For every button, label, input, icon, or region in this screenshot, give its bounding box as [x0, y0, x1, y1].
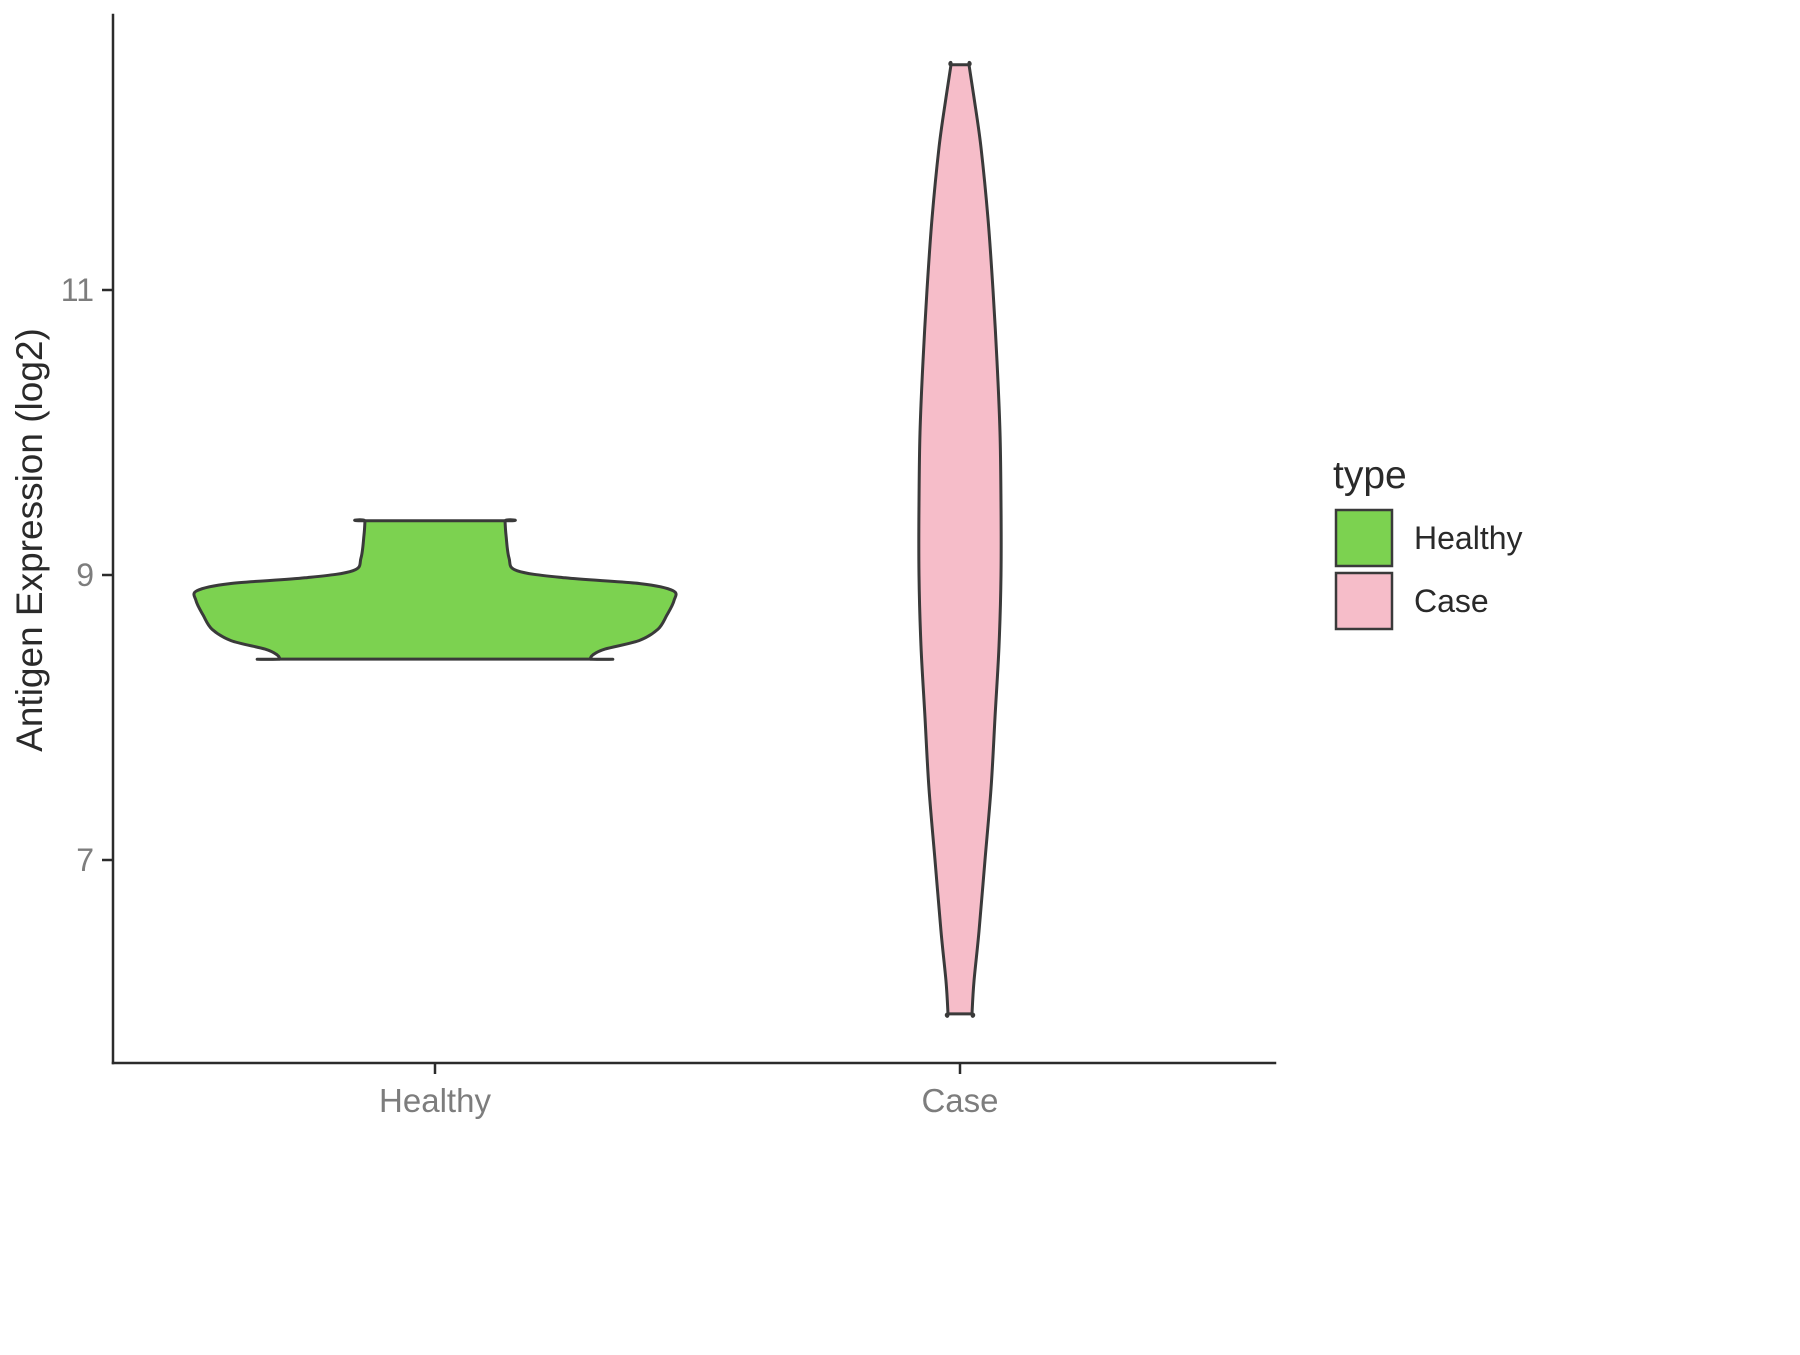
violin-healthy: [192, 518, 678, 661]
violins: [192, 60, 1003, 1018]
x-ticks: Healthy Case: [379, 1063, 999, 1119]
y-tick-label-7: 7: [76, 842, 94, 878]
legend-label-case: Case: [1414, 583, 1489, 619]
legend-label-healthy: Healthy: [1414, 520, 1523, 556]
legend-swatch-healthy: [1334, 508, 1394, 568]
y-axis-title: Antigen Expression (log2): [9, 328, 50, 752]
x-tick-label-case: Case: [921, 1082, 998, 1119]
legend: type Healthy Case: [1333, 454, 1523, 631]
y-ticks: 7 9 11: [61, 272, 113, 878]
y-tick-label-9: 9: [76, 557, 94, 593]
legend-title: type: [1333, 454, 1407, 497]
x-tick-label-healthy: Healthy: [379, 1082, 491, 1119]
y-tick-label-11: 11: [61, 272, 94, 308]
axes: 7 9 11 Healthy Case Antigen Expression (…: [9, 13, 1277, 1119]
legend-swatch-case: [1334, 571, 1394, 631]
violin-case: [917, 60, 1003, 1018]
